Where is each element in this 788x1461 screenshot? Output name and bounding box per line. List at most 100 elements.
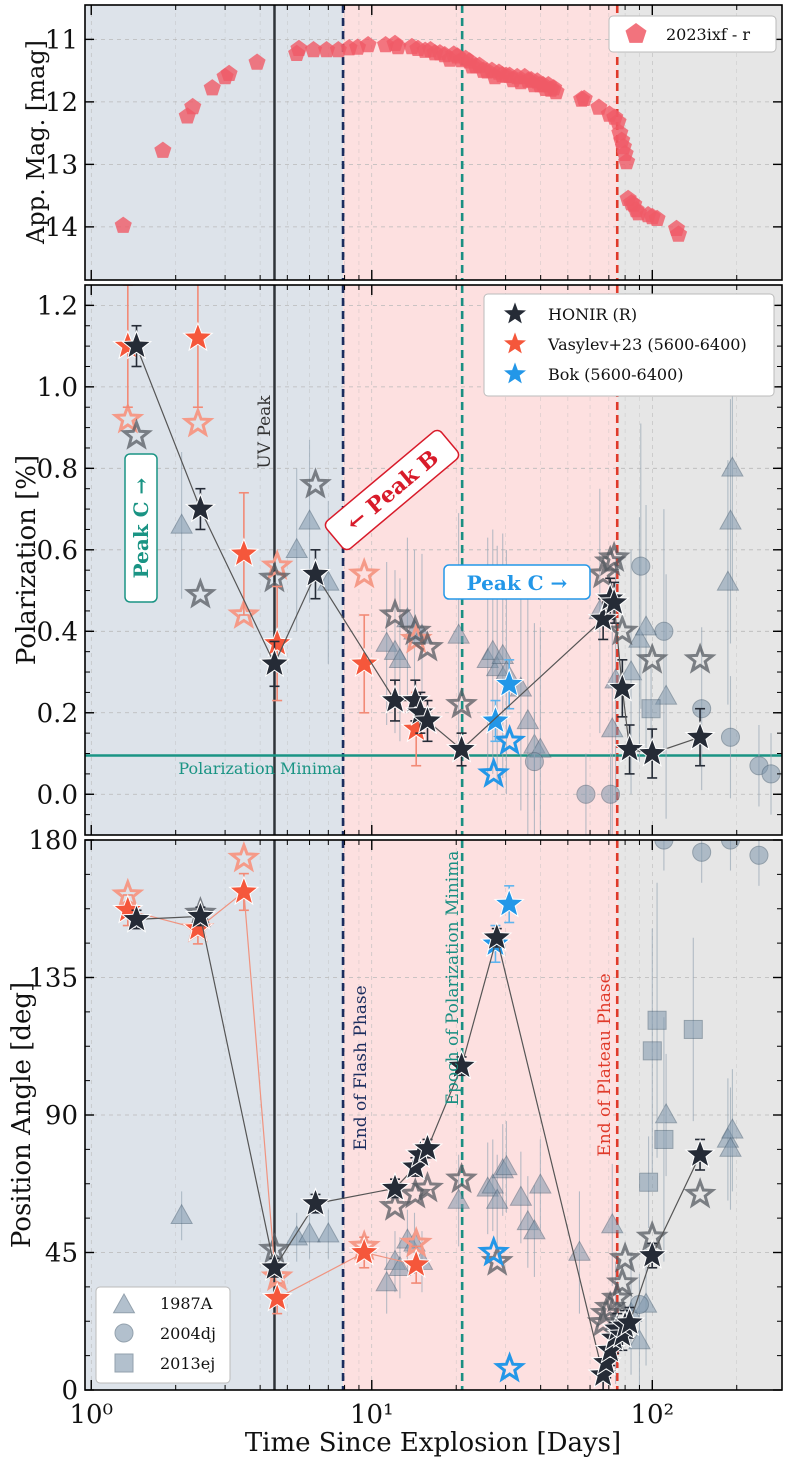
- honir-point-2-0: [120, 902, 153, 933]
- 1987a-point-1-24: [628, 627, 651, 648]
- honir-connector-1: [135, 345, 701, 755]
- 2004dj-point-1-4: [654, 621, 674, 641]
- x-axis-label: Time Since Explosion [Days]: [245, 1428, 621, 1458]
- 2013ej-point-2-2: [647, 1010, 667, 1030]
- panel-data-position_angle: [111, 840, 769, 1390]
- 2023ixf-point-0-4: [203, 79, 221, 96]
- epoch-minima-label: Epoch of Polarization Minima: [443, 851, 463, 1106]
- 2023ixf-point-0-9: [290, 39, 308, 56]
- ytick-label-1-6: 1.2: [37, 291, 78, 321]
- 1987a-point-2-10: [447, 1188, 470, 1209]
- 2013ej-point-2-1: [642, 1041, 662, 1061]
- 2023ixf-point-0-7: [248, 53, 266, 70]
- legend-comparison-markers: [112, 1292, 136, 1373]
- 2013ej-point-2-0: [639, 1172, 659, 1192]
- ytick-label-1-4: 0.8: [37, 454, 78, 484]
- legend-photometry-label: 2023ixf - r: [666, 25, 750, 44]
- bok-unbinned-point-1-1: [493, 723, 527, 756]
- 2004dj-point-2-1: [654, 840, 674, 850]
- legend-vasylev-star-icon: [501, 329, 529, 356]
- 2023ixf-point-0-59: [575, 89, 593, 106]
- vasylev-point-2-3: [261, 1281, 293, 1312]
- 1987a-point-2-24: [628, 1329, 651, 1350]
- honir-unbinned-point-2-11: [605, 1265, 639, 1298]
- vasylev-point-2-4: [348, 1236, 380, 1266]
- vasylev-point-1-2: [228, 537, 260, 568]
- honir-point-2-17: [613, 1306, 646, 1337]
- ytick-label-0-1: 12: [45, 88, 78, 118]
- 1987a-point-1-23: [619, 660, 643, 681]
- 2023ixf-point-0-78: [669, 225, 688, 242]
- honir-unbinned-point-1-13: [683, 642, 717, 674]
- bok-unbinned-point-2-1: [493, 1351, 527, 1383]
- legend-bok-star-icon: [501, 359, 529, 386]
- 1987a-point-1-6: [388, 647, 412, 669]
- 1987a-point-1-21: [600, 717, 624, 738]
- panel-data-polarization: [111, 285, 781, 835]
- honir-point-1-2: [258, 647, 291, 678]
- legend-square-icon: [114, 1353, 134, 1373]
- legend-photometry: 2023ixf - r: [608, 15, 777, 53]
- xtick-label-1: 10¹: [350, 1400, 394, 1430]
- 1987a-point-2-3: [317, 1222, 340, 1243]
- 1987a-point-2-15: [495, 1154, 518, 1176]
- honir-unbinned-point-2-9: [593, 1290, 627, 1322]
- uv-peak-label: UV Peak: [255, 395, 275, 469]
- legend-honir-label: HONIR (R): [548, 305, 637, 324]
- 2023ixf-point-0-63: [609, 112, 627, 130]
- honir-unbinned-point-1-1: [184, 577, 217, 609]
- honir-unbinned-point-1-5: [398, 614, 432, 646]
- honir-point-2-9: [481, 921, 513, 952]
- legend-pentagon-marker: [625, 23, 647, 43]
- 2023ixf-point-0-15: [359, 36, 377, 53]
- legend-triangle-icon: [112, 1292, 136, 1314]
- honir-unbinned-point-2-14: [683, 1177, 717, 1209]
- legend-2004dj-label: 2004dj: [160, 1324, 216, 1343]
- 2004dj-point-1-0: [524, 752, 544, 772]
- 1987a-point-2-26: [654, 1102, 678, 1124]
- honir-unbinned-point-1-6: [411, 630, 444, 662]
- phase-band-1-0: [85, 285, 344, 835]
- honir-unbinned-point-1-3: [299, 467, 332, 499]
- honir-point-2-3: [299, 1187, 332, 1217]
- peak-c-teal-text: Peak C →: [129, 477, 153, 578]
- 2004dj-point-1-1: [576, 784, 596, 804]
- bok-unbinned-point-2-0: [477, 1235, 511, 1267]
- ytick-label-0-0: 11: [45, 25, 78, 55]
- vasylev-point-2-5: [400, 1248, 432, 1279]
- axis-ticks: 11 12 13 14 0.0 0.2 0.4 0.6 0.8 1.0 1.2 0 45 90 135 180…: [28, 5, 782, 1430]
- 1987a-point-1-14: [491, 643, 515, 664]
- legend-bok-label: Bok (5600-6400): [548, 365, 684, 384]
- 1987a-point-2-2: [298, 1222, 321, 1243]
- 1987a-point-1-29: [721, 456, 744, 477]
- ytick-label-2-4: 180: [28, 826, 78, 856]
- honir-unbinned-point-1-4: [378, 597, 412, 629]
- honir-unbinned-point-2-4: [411, 1170, 444, 1203]
- 1987a-point-1-28: [719, 509, 742, 530]
- honir-point-2-1: [184, 899, 217, 930]
- 1987a-point-2-0: [170, 1203, 193, 1225]
- legend-honir-star-icon: [501, 299, 529, 326]
- honir-point-1-11: [598, 586, 630, 617]
- 1987a-point-2-29: [721, 1118, 744, 1139]
- honir-point-1-7: [411, 704, 444, 735]
- honir-point-2-18: [636, 1239, 668, 1269]
- vasylev-point-1-4: [348, 647, 380, 678]
- 1987a-point-1-17: [516, 708, 540, 730]
- honir-point-1-1: [184, 492, 217, 523]
- 1987a-point-2-13: [485, 1188, 509, 1209]
- legend-star-markers: [501, 299, 529, 386]
- 1987a-point-1-26: [654, 684, 678, 705]
- ytick-label-1-3: 0.6: [37, 536, 78, 566]
- ytick-label-0-2: 13: [45, 150, 78, 180]
- 1987a-point-1-0: [170, 513, 193, 534]
- vasylev-point-2-1: [182, 912, 214, 942]
- ytick-label-2-2: 90: [45, 1101, 78, 1131]
- ytick-label-1-5: 1.0: [37, 373, 78, 403]
- peak-c-teal-annotation: Peak C →: [124, 453, 158, 603]
- bok-point-1-1: [493, 667, 525, 698]
- honir-point-2-4: [379, 1171, 411, 1202]
- honir-point-1-14: [636, 737, 668, 767]
- 2004dj-point-2-4: [749, 845, 769, 865]
- ytick-label-1-2: 0.4: [37, 617, 78, 647]
